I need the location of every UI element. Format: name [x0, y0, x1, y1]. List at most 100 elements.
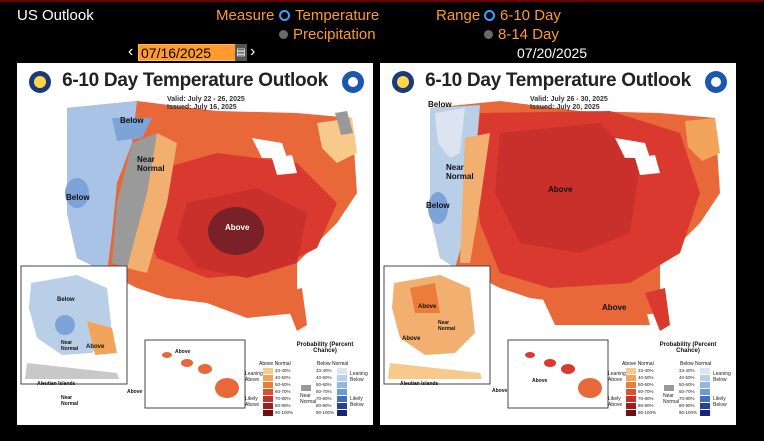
range-option-label: 8-14 Day — [498, 26, 559, 43]
map-label-below: Below — [66, 193, 90, 202]
legend-below-range: 33-40% — [316, 368, 332, 373]
range-option-8-14-day[interactable]: 8-14 Day — [484, 26, 559, 43]
legend-above-range: 33-40% — [275, 368, 291, 373]
legend-below-range: 80-90% — [679, 403, 695, 408]
legend-above-swatch — [626, 389, 636, 395]
legend-above-swatch — [263, 375, 273, 381]
inset-label-near-normal: Near Normal — [61, 340, 79, 352]
inset-label-above: Above — [402, 336, 421, 342]
legend-title: Probability (Percent Chance) — [296, 342, 354, 354]
legend-likely-above: Likely Above — [608, 396, 623, 408]
legend-below-range: 70-80% — [679, 396, 695, 401]
top-border — [0, 0, 764, 2]
legend-above-range: 80-90% — [275, 403, 291, 408]
legend-above-range: 70-80% — [275, 396, 291, 401]
inset-label-aleutian: Aleutian Islands — [37, 381, 76, 387]
legend-likely-below: Likely Below — [350, 396, 364, 408]
date-input[interactable]: 07/16/2025 — [138, 44, 236, 61]
legend-above-range: 40-50% — [638, 375, 654, 380]
legend-above-head: Above Normal — [622, 361, 654, 367]
legend-near-normal-swatch — [301, 385, 311, 391]
inset-label-near-normal: Near Normal — [61, 395, 79, 407]
measure-option-label: Precipitation — [293, 26, 376, 43]
legend-leaning-below: Leaning Below — [713, 371, 731, 383]
measure-option-precipitation[interactable]: Precipitation — [279, 26, 376, 43]
legend-leaning-below: Leaning Below — [350, 371, 368, 383]
inset-label-above: Above — [418, 304, 437, 310]
legend-below-swatch — [700, 382, 710, 388]
legend-above-swatch — [263, 410, 273, 416]
legend-above-swatch — [626, 368, 636, 374]
measure-label: Measure — [216, 7, 275, 24]
legend-above-range: 90-100% — [638, 410, 657, 415]
legend-below-range: 90-100% — [679, 410, 698, 415]
measure-option-temperature[interactable]: Temperature — [279, 7, 379, 24]
legend-above-range: 60-70% — [638, 389, 654, 394]
legend-above-range: 70-80% — [638, 396, 654, 401]
range-option-label: 6-10 Day — [500, 7, 561, 24]
legend-below-swatch — [337, 403, 347, 409]
legend-below-range: 90-100% — [316, 410, 335, 415]
legend-below-range: 60-70% — [679, 389, 695, 394]
inset-label-above: Above — [175, 349, 191, 355]
legend-above-swatch — [263, 389, 273, 395]
range-label: Range — [436, 7, 481, 24]
legend-below-swatch — [337, 382, 347, 388]
legend-above-swatch — [626, 382, 636, 388]
valid-dates: Valid: July 26 - 30, 2025 — [530, 96, 608, 103]
inset-label-above: Above — [86, 344, 105, 350]
radio-selected-icon — [279, 10, 290, 21]
map-title: 6-10 Day Temperature Outlook — [62, 70, 328, 91]
prev-date-arrow[interactable]: ‹ — [128, 43, 134, 60]
next-date-arrow[interactable]: › — [250, 43, 256, 60]
radio-unselected-icon — [484, 30, 493, 39]
legend-above-range: 80-90% — [638, 403, 654, 408]
legend-above-range: 90-100% — [275, 410, 294, 415]
legend-likely-below: Likely Below — [713, 396, 727, 408]
inset-label-near-normal: Near Normal — [438, 320, 456, 332]
legend-leaning-above: Leaning Above — [245, 371, 263, 383]
us-map-right — [383, 71, 727, 409]
legend-above-range: 60-70% — [275, 389, 291, 394]
range-option-6-10-day[interactable]: 6-10 Day — [484, 7, 561, 24]
map-label-above: Above — [225, 223, 250, 232]
legend-below-swatch — [337, 368, 347, 374]
legend-below-range: 40-50% — [316, 375, 332, 380]
outlook-map-left: 6-10 Day Temperature Outlook Valid: July… — [17, 63, 373, 425]
legend-near-normal: Near Normal — [300, 393, 317, 405]
inset-label-aleutian: Aleutian Islands — [400, 381, 439, 387]
calendar-icon[interactable]: ▤ — [235, 44, 247, 61]
legend-below-swatch — [337, 389, 347, 395]
legend-below-swatch — [337, 410, 347, 416]
legend-above-swatch — [263, 368, 273, 374]
legend-below-range: 70-80% — [316, 396, 332, 401]
legend-above-swatch — [626, 403, 636, 409]
radio-selected-icon — [484, 10, 495, 21]
legend-below-head: Below Normal — [680, 361, 712, 367]
legend-leaning-above: Leaning Above — [608, 371, 626, 383]
legend-above-swatch — [626, 410, 636, 416]
legend-above-range: 33-40% — [638, 368, 654, 373]
legend-below-range: 60-70% — [316, 389, 332, 394]
legend-below-range: 33-40% — [679, 368, 695, 373]
map-label-above: Above — [602, 303, 627, 312]
map-label-below: Below — [120, 116, 144, 125]
legend-below-swatch — [700, 375, 710, 381]
map-label-near-normal: Near Normal — [137, 155, 165, 173]
legend-above-head: Above Normal — [259, 361, 291, 367]
legend-below-swatch — [337, 375, 347, 381]
inset-label-above: Above — [127, 389, 143, 395]
radio-unselected-icon — [279, 30, 288, 39]
legend-above-swatch — [263, 382, 273, 388]
legend-below-range: 80-90% — [316, 403, 332, 408]
map-title: 6-10 Day Temperature Outlook — [425, 70, 691, 91]
legend-above-range: 50-60% — [275, 382, 291, 387]
legend-above-swatch — [626, 396, 636, 402]
legend-below-swatch — [700, 396, 710, 402]
legend-below-range: 50-60% — [316, 382, 332, 387]
legend-below-swatch — [700, 403, 710, 409]
legend-above-swatch — [626, 375, 636, 381]
legend-near-normal: Near Normal — [663, 393, 680, 405]
legend-above-range: 40-50% — [275, 375, 291, 380]
comparison-date: 07/20/2025 — [517, 45, 588, 61]
